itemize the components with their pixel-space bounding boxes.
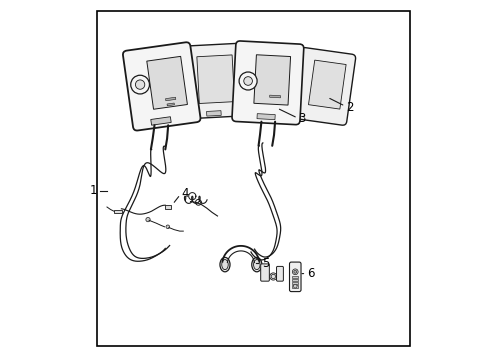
Bar [97,11,409,346]
Bar [206,111,221,116]
FancyBboxPatch shape [289,262,301,292]
Bar [197,55,234,103]
FancyBboxPatch shape [122,42,200,131]
Circle shape [166,225,169,229]
Ellipse shape [251,257,261,272]
Circle shape [239,72,257,90]
Bar [167,103,174,106]
Text: 5: 5 [262,257,269,270]
Text: 1: 1 [89,184,97,197]
FancyBboxPatch shape [232,41,303,125]
Bar [114,210,122,213]
Ellipse shape [221,260,228,270]
Circle shape [135,80,144,89]
Bar [269,95,280,98]
Circle shape [292,269,298,275]
FancyBboxPatch shape [276,266,283,281]
Circle shape [145,217,150,222]
Bar [165,97,176,101]
Text: 3: 3 [298,112,305,125]
Circle shape [293,284,296,288]
Circle shape [130,75,149,94]
Bar [292,276,298,278]
Circle shape [244,77,252,85]
Bar [292,285,298,288]
Bar [308,60,346,109]
Bar [150,117,171,125]
Ellipse shape [220,257,229,272]
Bar [164,205,171,209]
Ellipse shape [253,260,260,270]
FancyBboxPatch shape [260,264,269,281]
Bar [146,57,187,109]
Bar [253,55,290,105]
Bar [292,282,298,284]
Circle shape [293,270,296,273]
Text: 6: 6 [306,267,314,280]
FancyBboxPatch shape [291,48,355,125]
Bar [257,114,275,120]
Circle shape [269,273,276,280]
FancyBboxPatch shape [183,43,244,119]
Bar [292,279,298,281]
Text: 2: 2 [346,101,353,114]
Text: 4: 4 [181,187,188,200]
